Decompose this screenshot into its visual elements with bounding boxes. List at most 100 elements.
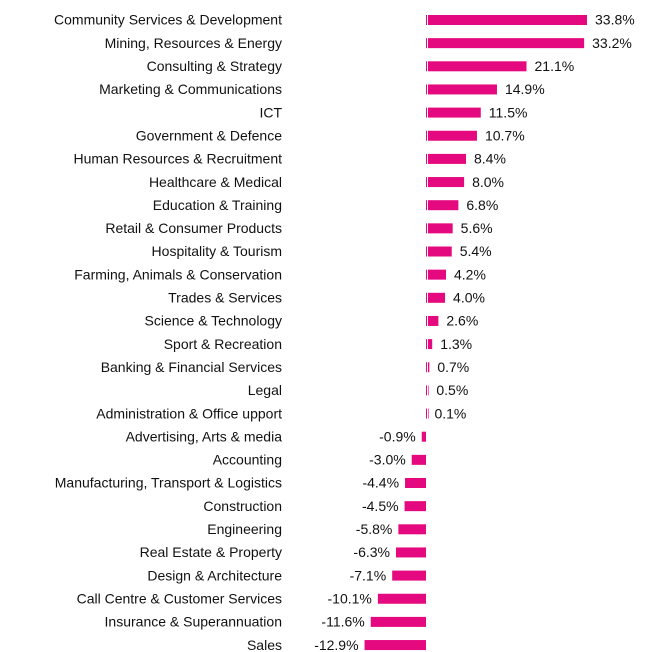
bar-tick [426,408,427,419]
category-label: Insurance & Superannuation [105,614,282,630]
category-label: Engineering [207,521,282,537]
bar-tick [426,246,427,257]
category-label: Consulting & Strategy [147,58,282,74]
value-label: 5.4% [460,243,492,259]
category-label: ICT [259,104,282,120]
value-label: 8.4% [474,151,506,167]
value-label: 14.9% [505,81,545,97]
category-label: Sales [247,637,282,652]
value-label: -3.0% [369,452,406,468]
category-label: Government & Defence [136,127,283,143]
bar [428,84,497,95]
bar-tick [426,315,427,326]
bar [405,478,426,488]
bar [370,616,426,627]
category-label: Advertising, Arts & media [126,428,283,444]
bar [428,61,527,72]
bar [428,130,477,141]
category-label: Call Centre & Customer Services [77,590,282,606]
bar-tick [426,84,427,95]
category-label: Manufacturing, Transport & Logistics [55,475,282,491]
category-label: Community Services & Development [54,12,282,28]
bar [428,107,481,118]
bar [428,200,459,211]
category-label: Hospitality & Tourism [152,243,282,259]
bar [428,292,446,303]
value-label: 5.6% [461,220,493,236]
bar [428,362,430,373]
bar [364,640,426,651]
value-label: -12.9% [314,637,358,652]
bar-tick [426,61,427,72]
bar [428,315,439,326]
value-label: 4.2% [454,266,486,282]
value-label: 11.5% [489,104,528,120]
category-label: Construction [203,498,282,514]
value-label: 0.7% [437,359,469,375]
value-label: -6.3% [353,544,390,560]
bar-tick [426,153,427,164]
value-label: -10.1% [328,590,372,606]
category-label: Education & Training [153,197,282,213]
value-label: -7.1% [350,567,387,583]
category-label: Administration & Office upport [96,405,282,421]
category-label: Mining, Resources & Energy [105,35,282,51]
category-label: Trades & Services [168,290,282,306]
category-label: Design & Architecture [147,567,282,583]
bar [428,339,433,350]
value-label: 33.2% [592,35,632,51]
category-label: Human Resources & Recruitment [73,151,282,167]
value-label: 2.6% [446,313,478,329]
value-label: 21.1% [535,58,575,74]
category-label: Marketing & Communications [99,81,282,97]
value-label: 0.5% [436,382,468,398]
bar [411,454,426,465]
category-label: Science & Technology [145,313,283,329]
bar [392,570,426,581]
value-label: 1.3% [440,336,472,352]
category-label: Legal [248,382,282,398]
value-label: 8.0% [472,174,504,190]
bar [428,177,465,188]
bar-tick [426,38,427,49]
bar [428,385,429,396]
bar-tick [426,15,427,25]
value-label: 0.1% [434,405,466,421]
bar-tick [426,130,427,141]
bar [428,223,453,234]
value-label: -5.8% [356,521,393,537]
bar-tick [426,223,427,234]
bar [377,593,426,604]
bar [428,408,429,419]
bar [421,431,426,442]
value-label: 33.8% [595,12,635,28]
category-label: Banking & Financial Services [101,359,282,375]
bar-tick [426,107,427,118]
bar-tick [426,385,427,396]
value-label: -0.9% [379,428,416,444]
category-label: Real Estate & Property [140,544,282,560]
value-label: -11.6% [321,614,364,630]
value-label: -4.4% [362,475,399,491]
bar [398,524,426,535]
value-label: 4.0% [453,290,485,306]
bar [428,153,467,164]
bar-tick [426,362,427,373]
bar [428,15,587,25]
bar-tick [426,339,427,350]
value-label: 10.7% [485,127,525,143]
bar-tick [426,292,427,303]
bar-tick [426,177,427,188]
value-label: 6.8% [466,197,498,213]
bar [404,501,426,512]
category-label: Sport & Recreation [164,336,282,352]
bar-tick [426,269,427,280]
category-label: Farming, Animals & Conservation [74,266,282,282]
bar-tick [426,200,427,211]
bar [428,269,447,280]
category-label: Accounting [213,452,282,468]
value-label: -4.5% [362,498,399,514]
bar [395,547,426,558]
category-label: Retail & Consumer Products [105,220,282,236]
